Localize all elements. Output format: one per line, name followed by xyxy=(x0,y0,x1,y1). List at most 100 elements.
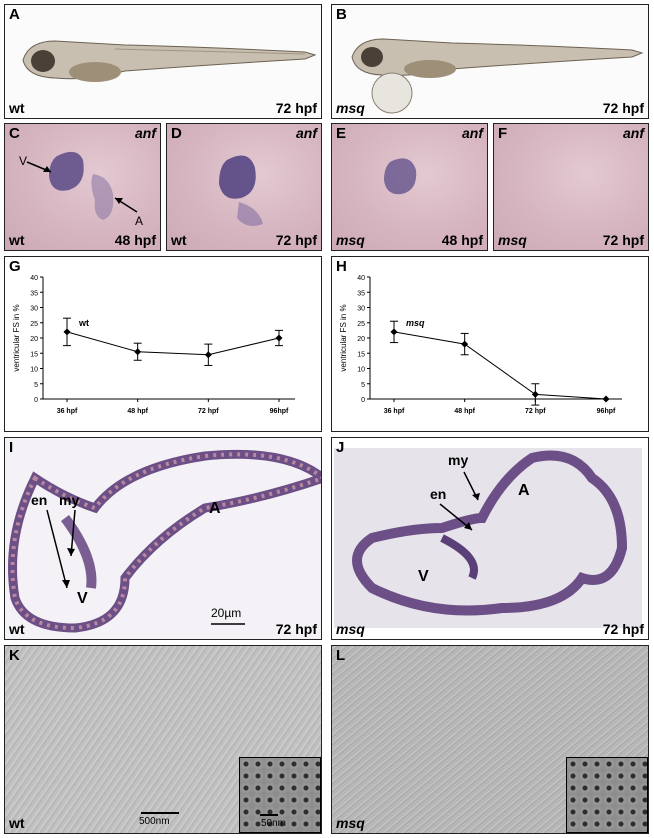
panel-h: H 0 5 10 15 20 25 30 35 40 ventricular FS in % 36 … xyxy=(331,256,649,432)
genotype-label: msq xyxy=(336,100,365,116)
atrium-label: A xyxy=(518,482,530,499)
stage-label: 72 hpf xyxy=(602,100,644,116)
panel-l: L msq xyxy=(331,645,649,834)
genotype-label: msq xyxy=(336,621,365,637)
myocardium-label: my xyxy=(59,492,80,508)
y-tick-label: 30 xyxy=(30,306,38,313)
panel-letter: J xyxy=(336,439,345,456)
fs-chart-msq: 0 5 10 15 20 25 30 35 40 ventricular FS in % 36 hp… xyxy=(339,275,622,415)
panel-letter: K xyxy=(9,647,20,664)
data-point xyxy=(275,334,283,342)
y-tick-label: 5 xyxy=(34,382,38,389)
data-point xyxy=(204,351,212,359)
y-tick-label: 30 xyxy=(357,306,365,313)
panel-e: E anf msq 48 hpf xyxy=(331,123,488,251)
larva-image xyxy=(22,40,317,82)
panel-letter: L xyxy=(336,647,346,664)
y-axis-label: ventricular FS in % xyxy=(12,304,21,371)
genotype-label: wt xyxy=(9,100,25,116)
data-point xyxy=(531,390,539,398)
heart-stain xyxy=(26,151,138,220)
y-tick-label: 10 xyxy=(357,367,365,374)
inset-image xyxy=(239,757,321,833)
gene-label: anf xyxy=(623,125,644,141)
heart-section xyxy=(352,450,628,616)
data-point xyxy=(602,395,610,403)
endocardium-label: en xyxy=(430,486,447,502)
panel-letter: A xyxy=(9,6,20,23)
y-tick-label: 35 xyxy=(30,290,38,297)
panel-j: J my en A V msq 72 hpf xyxy=(331,437,649,640)
y-axis-label: ventricular FS in % xyxy=(339,304,348,371)
panel-letter: G xyxy=(9,258,21,275)
x-tick-label: 48 hpf xyxy=(127,408,148,415)
stage-label: 48 hpf xyxy=(114,232,156,248)
data-point xyxy=(390,328,398,336)
data-point xyxy=(461,340,469,348)
fs-chart-wt: 0 5 10 15 20 25 30 35 40 ventricular FS in % 36 hp… xyxy=(12,275,295,415)
stage-label: 72 hpf xyxy=(275,100,317,116)
atrium-label: A xyxy=(135,214,144,228)
genotype-label: msq xyxy=(336,815,365,831)
scale-bar xyxy=(141,812,179,814)
data-point xyxy=(63,328,71,336)
x-tick-label: 48 hpf xyxy=(454,408,475,415)
stage-label: 48 hpf xyxy=(441,232,483,248)
x-tick-label: 36 hpf xyxy=(384,408,405,415)
data-point xyxy=(134,348,142,356)
ventricle-label: V xyxy=(19,154,28,168)
panel-g: G 0 5 10 15 20 25 30 35 40 ventricular FS in % 36 … xyxy=(4,256,322,432)
ventricle-label: V xyxy=(77,590,88,607)
inset-scale-bar xyxy=(260,814,278,816)
series-line xyxy=(66,331,280,356)
genotype-label: wt xyxy=(171,232,187,248)
panel-i: I en my A V 20µm wt 72 hpf xyxy=(4,437,322,640)
heart-stain xyxy=(384,158,417,195)
y-tick-label: 15 xyxy=(30,351,38,358)
panel-k: K 500nm 50nm wt xyxy=(4,645,322,834)
y-tick-label: 20 xyxy=(30,336,38,343)
series-line xyxy=(393,331,607,400)
atrium-label: A xyxy=(209,500,221,517)
stage-label: 72 hpf xyxy=(602,232,644,248)
scale-bar-label: 20µm xyxy=(211,606,242,620)
x-tick-label: 36 hpf xyxy=(57,408,78,415)
larva-image xyxy=(351,38,644,114)
y-tick-label: 40 xyxy=(30,275,38,282)
y-tick-label: 0 xyxy=(361,397,365,404)
gene-label: anf xyxy=(135,125,156,141)
y-tick-label: 10 xyxy=(30,367,38,374)
panel-letter: F xyxy=(498,125,508,142)
myocardium-label: my xyxy=(448,452,469,468)
panel-d: D anf wt 72 hpf xyxy=(166,123,322,251)
panel-letter: I xyxy=(9,439,14,456)
y-tick-label: 40 xyxy=(357,275,365,282)
panel-b: B msq 72 hpf xyxy=(331,4,649,119)
panel-f: F anf msq 72 hpf xyxy=(493,123,649,251)
genotype-label: msq xyxy=(336,232,365,248)
genotype-label: wt xyxy=(9,815,25,831)
panel-letter: C xyxy=(9,125,20,142)
stage-label: 72 hpf xyxy=(602,621,644,637)
gene-label: anf xyxy=(296,125,317,141)
y-tick-label: 5 xyxy=(361,382,365,389)
stage-label: 72 hpf xyxy=(275,232,317,248)
panel-letter: H xyxy=(336,258,347,275)
y-tick-label: 25 xyxy=(357,321,365,328)
inset-image xyxy=(566,757,648,833)
x-tick-label: 72 hpf xyxy=(525,408,546,415)
x-tick-label: 72 hpf xyxy=(198,408,219,415)
y-tick-label: 15 xyxy=(357,351,365,358)
inset-scale-label: 50nm xyxy=(261,818,287,829)
x-tick-label: 96hpf xyxy=(597,408,616,415)
heart-section xyxy=(8,449,321,633)
heart-stain xyxy=(219,155,263,226)
y-tick-label: 0 xyxy=(34,397,38,404)
genotype-label: wt xyxy=(9,621,25,637)
y-tick-label: 35 xyxy=(357,290,365,297)
series-label: wt xyxy=(78,318,89,328)
gene-label: anf xyxy=(462,125,483,141)
panel-letter: B xyxy=(336,6,347,23)
panel-a: A wt 72 hpf xyxy=(4,4,322,119)
y-tick-label: 20 xyxy=(357,336,365,343)
